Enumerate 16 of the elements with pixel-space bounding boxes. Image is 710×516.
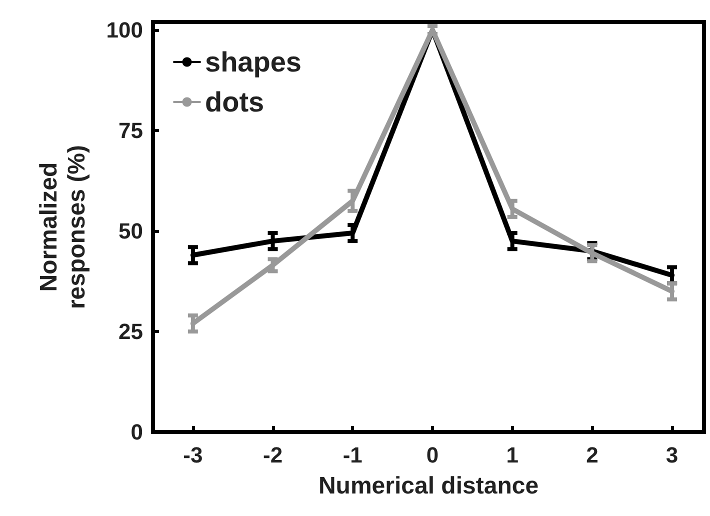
x-axis-title: Numerical distance [318,472,539,500]
x-tick-label: -1 [342,442,362,468]
legend-label: dots [205,86,264,118]
x-tick-label: 2 [586,442,598,468]
y-tick-label: 100 [106,18,143,43]
y-axis-title: Normalized responses (%) [36,144,90,310]
y-tick-label: 75 [118,118,143,144]
legend-label: shapes [205,46,302,78]
x-tick-label: 1 [506,442,518,468]
x-tick-label: -2 [263,442,283,468]
x-tick-label: -3 [183,442,203,468]
x-tick-label: 0 [426,442,439,468]
x-tick-label: 3 [666,442,678,468]
y-tick-label: 50 [118,218,143,244]
y-tick-label: 0 [130,420,143,444]
y-tick-label: 25 [118,319,143,344]
